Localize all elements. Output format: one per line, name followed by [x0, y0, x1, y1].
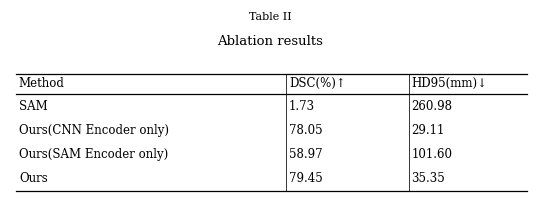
Text: SAM: SAM — [19, 100, 48, 113]
Text: 79.45: 79.45 — [289, 172, 323, 185]
Text: 101.60: 101.60 — [411, 148, 453, 161]
Text: 35.35: 35.35 — [411, 172, 445, 185]
Text: HD95(mm)↓: HD95(mm)↓ — [411, 77, 488, 90]
Text: Ours(CNN Encoder only): Ours(CNN Encoder only) — [19, 124, 169, 137]
Text: 58.97: 58.97 — [289, 148, 322, 161]
Text: 1.73: 1.73 — [289, 100, 315, 113]
Text: 78.05: 78.05 — [289, 124, 322, 137]
Text: 260.98: 260.98 — [411, 100, 453, 113]
Text: Table II: Table II — [248, 12, 292, 22]
Text: Ablation results: Ablation results — [217, 35, 323, 48]
Text: 29.11: 29.11 — [411, 124, 445, 137]
Text: Method: Method — [19, 77, 65, 90]
Text: Ours(SAM Encoder only): Ours(SAM Encoder only) — [19, 148, 168, 161]
Text: Ours: Ours — [19, 172, 48, 185]
Text: DSC(%)↑: DSC(%)↑ — [289, 77, 346, 90]
